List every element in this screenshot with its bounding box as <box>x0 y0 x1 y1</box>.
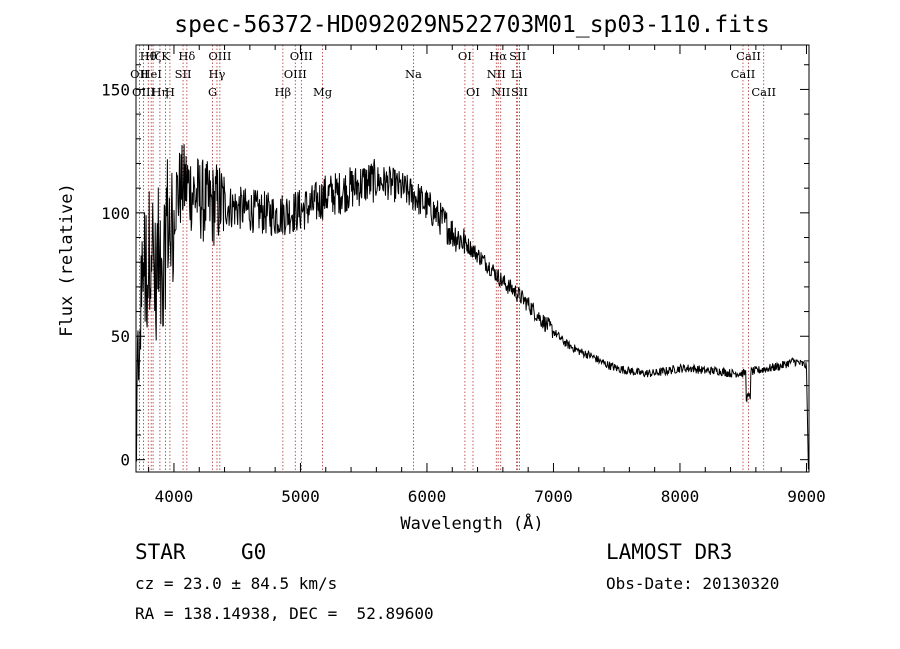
object-class: STAR <box>135 540 186 564</box>
line-label-28: CaII <box>751 85 776 99</box>
obs-date: Obs-Date: 20130320 <box>606 574 780 593</box>
line-label-18: OI <box>458 49 472 63</box>
line-label-21: NII <box>487 67 506 81</box>
coordinates: RA = 138.14938, DEC = 52.89600 <box>135 604 434 623</box>
redshift-readout: cz = 23.0 ± 84.5 km/s <box>135 574 338 593</box>
line-label-10: OIII <box>208 49 231 63</box>
survey-name: LAMOST DR3 <box>606 540 733 564</box>
line-label-19: OI <box>466 85 480 99</box>
line-label-12: G <box>208 85 217 99</box>
x-tick-label-1: 5000 <box>281 487 320 506</box>
line-label-8: SII <box>175 67 192 81</box>
line-label-22: NII <box>491 85 510 99</box>
x-axis-label: Wavelength (Å) <box>400 512 543 534</box>
x-tick-label-0: 4000 <box>155 487 194 506</box>
line-label-7: H <box>165 85 175 99</box>
y-tick-label-2: 100 <box>101 204 130 223</box>
object-subclass: G0 <box>241 540 267 564</box>
line-label-27: CaII <box>736 49 761 63</box>
y-tick-label-0: 0 <box>120 451 130 470</box>
line-label-25: SII <box>511 85 528 99</box>
line-label-15: OIII <box>290 49 313 63</box>
y-axis-label: Flux (relative) <box>57 183 77 337</box>
x-tick-label-3: 7000 <box>534 487 573 506</box>
line-label-11: Hγ <box>209 67 226 81</box>
line-label-6: K <box>161 49 170 63</box>
line-label-17: Na <box>405 67 422 81</box>
line-label-13: Hβ <box>275 85 292 99</box>
plot-frame <box>135 44 810 473</box>
chart-title: spec-56372-HD092029N522703M01_sp03-110.f… <box>174 12 769 38</box>
x-tick-label-5: 9000 <box>787 487 826 506</box>
line-label-20: Hα <box>489 49 507 63</box>
x-tick-label-2: 6000 <box>408 487 447 506</box>
y-axis-ticks: 0 50 100 150 <box>101 64 809 470</box>
line-label-3: Hζ <box>145 49 161 63</box>
line-label-24: Li <box>511 67 523 81</box>
line-label-5: Hη <box>151 85 168 99</box>
line-label-1: Hθ <box>140 49 157 63</box>
line-label-4: HeI <box>140 67 161 81</box>
line-label-2: OIII <box>132 85 155 99</box>
line-label-0: OII <box>130 67 149 81</box>
y-tick-label-1: 50 <box>111 327 130 346</box>
y-tick-label-3: 150 <box>101 80 130 99</box>
x-axis-ticks: 4000 5000 6000 7000 8000 9000 <box>148 45 826 506</box>
line-label-9: Hδ <box>178 49 195 63</box>
line-label-26: CaII <box>731 67 756 81</box>
flux-series-line <box>135 144 809 470</box>
line-label-16: Mg <box>313 85 333 99</box>
x-tick-label-4: 8000 <box>661 487 700 506</box>
emission-line-markers <box>139 45 765 472</box>
line-label-14: OIII <box>284 67 307 81</box>
line-label-23: SII <box>509 49 526 63</box>
